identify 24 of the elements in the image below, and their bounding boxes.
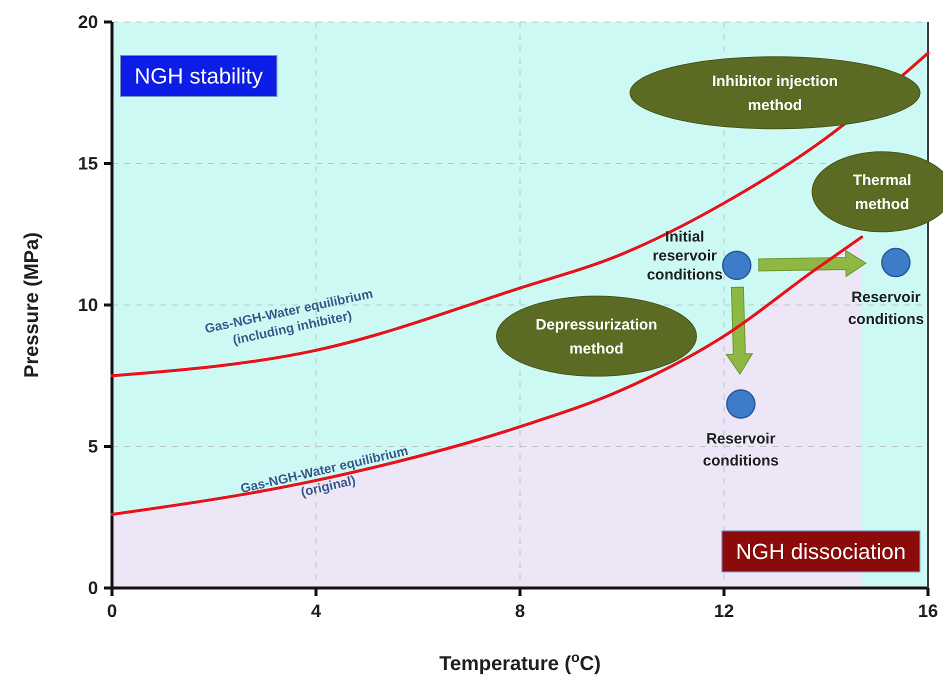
point	[881, 248, 911, 278]
y-tick-label: 10	[78, 294, 98, 315]
annotation: Initial reservoir conditions	[646, 228, 723, 284]
x-axis-title: Temperature ($^{o}$C)	[439, 649, 601, 675]
annotation: Inhibitor injection method	[712, 73, 838, 114]
x-tick-label: 4	[310, 600, 322, 621]
y-tick-label: 15	[78, 153, 98, 174]
line-series	[110, 52, 930, 378]
annotation: Reservoir conditions	[702, 430, 779, 470]
y-axis-title: Pressure (MPa)	[21, 232, 43, 378]
x-tick-label: 8	[514, 600, 526, 621]
y-tick-label: 0	[88, 578, 98, 598]
annotation: NGH stability	[134, 63, 263, 88]
annotation: Depressurization method	[536, 316, 658, 358]
point	[722, 250, 752, 280]
x-tick-label: 16	[918, 600, 938, 621]
annotation: Thermal method	[852, 172, 912, 214]
annotation: Reservoir conditions	[848, 288, 924, 328]
y-tick-label: 5	[88, 436, 98, 456]
y-tick-label: 20	[78, 12, 98, 32]
x-tick-label: 0	[106, 600, 118, 621]
annotation: NGH dissociation	[736, 538, 906, 564]
x-tick-label: 12	[714, 600, 734, 621]
point	[726, 389, 756, 419]
